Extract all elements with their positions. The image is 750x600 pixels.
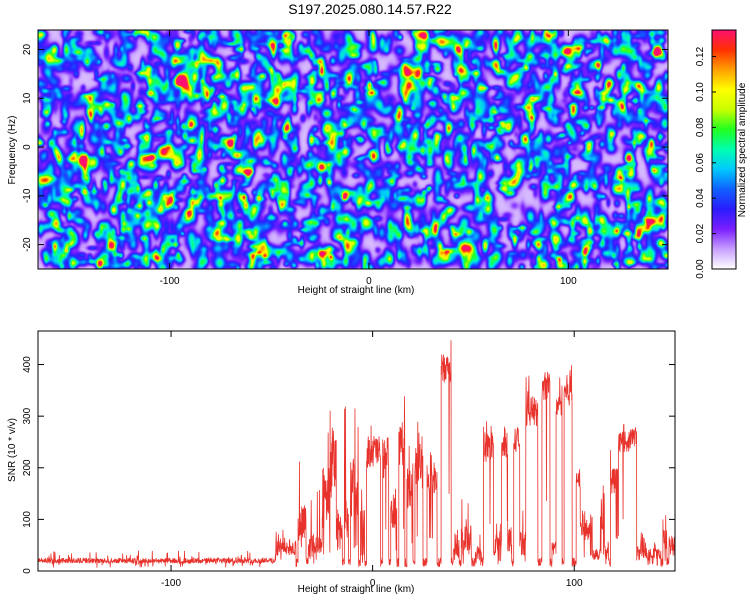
snr-x-tick-label: 100	[566, 578, 583, 589]
snr-x-tick-label: 0	[370, 578, 376, 589]
colorbar-tick-label: 0.08	[695, 117, 706, 137]
heatmap-y-tick-label: -10	[22, 188, 33, 203]
heatmap-y-tick-label: 10	[22, 92, 33, 104]
heatmap-canvas	[38, 30, 668, 269]
heatmap-image-holder	[38, 30, 668, 269]
heatmap-y-tick-label: 0	[22, 144, 33, 150]
colorbar-tick-label: 0.04	[695, 188, 706, 208]
heatmap-x-label: Height of straight line (km)	[298, 285, 415, 296]
heatmap-x-tick-label: -100	[160, 276, 180, 287]
heatmap-y-label: Frequency (Hz)	[7, 116, 18, 185]
snr-y-tick-label: 200	[22, 459, 33, 476]
snr-series-line	[38, 340, 675, 568]
snr-y-tick-label: 0	[22, 568, 33, 574]
snr-y-tick-label: 100	[22, 511, 33, 528]
heatmap-y-tick-label: 20	[22, 44, 33, 56]
colorbar-bar	[711, 29, 737, 270]
snr-panel: -100 0 100 0 100 200 300 400 Height of straigh…	[7, 330, 676, 595]
colorbar-tick-label: 0.00	[695, 259, 706, 279]
heatmap-frame	[37, 29, 669, 270]
figure-title: S197.2025.080.14.57.R22	[288, 1, 452, 17]
colorbar: 0.00 0.02 0.04 0.06 0.08 0.10 0.12 Normalized …	[695, 29, 748, 279]
heatmap-x-axis: -100 0 100	[160, 30, 577, 287]
snr-x-tick-label: -100	[161, 578, 181, 589]
snr-y-tick-label: 300	[22, 407, 33, 424]
colorbar-ticks: 0.00 0.02 0.04 0.06 0.08 0.10 0.12	[695, 46, 716, 279]
heatmap-y-tick-label: -20	[22, 237, 33, 252]
colorbar-tick-label: 0.12	[695, 46, 706, 66]
snr-x-axis: -100 0 100	[161, 331, 583, 589]
heatmap-x-tick-label: 100	[560, 276, 577, 287]
colorbar-tick-label: 0.10	[695, 82, 706, 102]
colorbar-tick-label: 0.02	[695, 223, 706, 243]
colorbar-tick-label: 0.06	[695, 153, 706, 173]
snr-x-label: Height of straight line (km)	[298, 584, 415, 595]
snr-y-label: SNR (10 * v/v)	[7, 418, 18, 482]
heatmap-y-axis: -20 -10 0 10 20	[22, 44, 668, 252]
heatmap-x-tick-label: 0	[366, 276, 372, 287]
colorbar-label: Normalized spectral amplitude	[737, 82, 748, 217]
snr-y-tick-label: 400	[22, 356, 33, 373]
snr-frame	[37, 330, 676, 572]
snr-y-axis: 0 100 200 300 400	[22, 356, 675, 574]
